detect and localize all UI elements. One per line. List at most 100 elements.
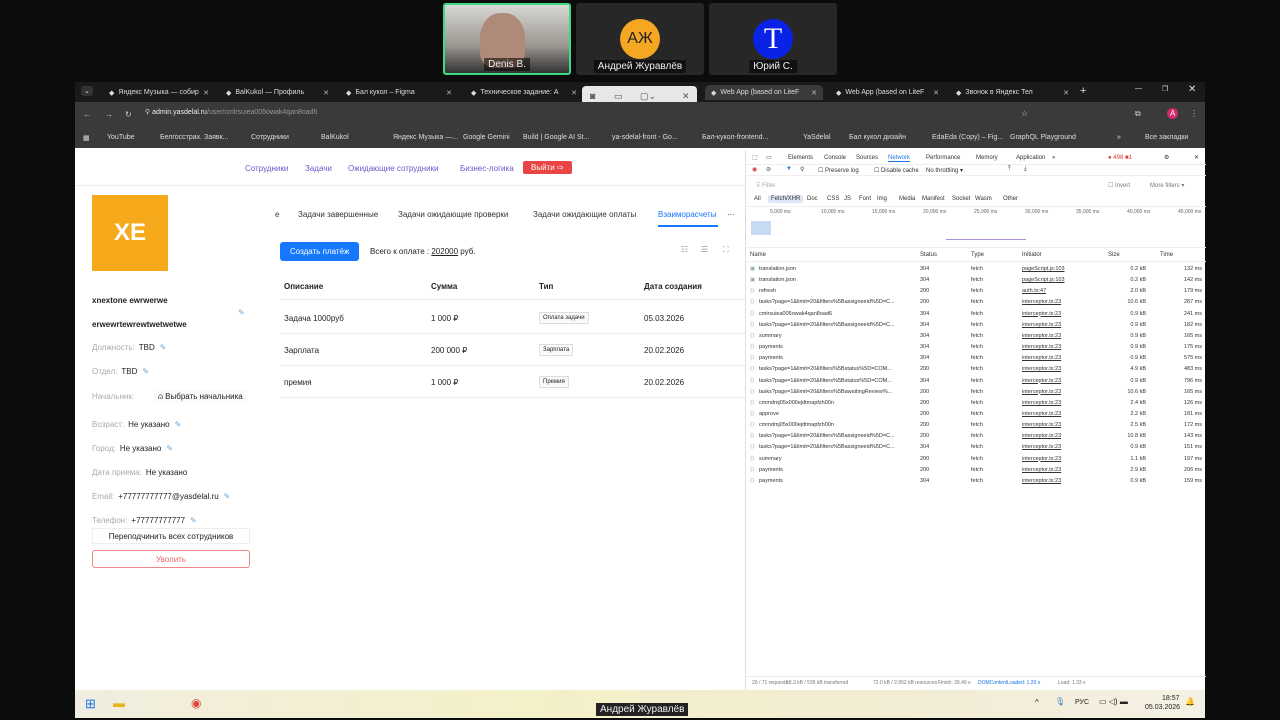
filter-input[interactable]: ⊽ Filter (756, 183, 776, 189)
bookmark-item[interactable]: Все закладки (1145, 134, 1189, 141)
camera-icon[interactable]: ◙ (590, 91, 596, 101)
network-request-row[interactable]: ▣ translation.json 304 fetch pageScript.js:1… (746, 264, 1206, 275)
close-tab-icon[interactable]: ✕ (323, 89, 329, 97)
edit-name-icon[interactable]: ✎ (238, 308, 245, 317)
participant-tile-andrey[interactable]: АЖ Андрей Журавлёв (576, 3, 704, 75)
network-request-row[interactable]: ⟨⟩ payments 304 fetch interceptor.ts:23 0.9 k… (746, 353, 1206, 364)
col-description[interactable]: Описание (284, 282, 324, 291)
bookmark-item[interactable]: Сотрудники (251, 134, 289, 141)
browser-tab[interactable]: ◆ Звонок в Яндекс Тел ✕ (950, 85, 1075, 100)
network-request-row[interactable]: ⟨⟩ refresh 200 fetch auth.ts:47 2.0 kB 179 ms (746, 286, 1206, 297)
devtools-tab[interactable]: Network (888, 155, 911, 162)
reassign-button[interactable]: Переподчинить всех сотрудников (92, 528, 250, 544)
request-initiator[interactable]: interceptor.ts:23 (1022, 399, 1062, 406)
apps-icon[interactable]: ▦ (83, 135, 90, 142)
search-icon[interactable]: ⚲ (800, 167, 805, 173)
import-icon[interactable]: ⤒ (1008, 166, 1011, 172)
filter-chip[interactable]: Doc (807, 196, 818, 202)
network-request-row[interactable]: ⟨⟩ tasks?page=1&limit=20&filters%5Bawaiti… (746, 387, 1206, 398)
network-request-row[interactable]: ⟨⟩ approve 200 fetch interceptor.ts:23 2.2 kB… (746, 409, 1206, 420)
browser-tab[interactable]: ◆ Яндекс Музыка — собир ✕ (103, 85, 215, 100)
language-indicator[interactable]: РУС (1075, 699, 1090, 706)
filter-chip[interactable]: Fetch/XHR (768, 195, 804, 203)
bookmark-item[interactable]: Build | Google AI St... (523, 134, 590, 141)
edit-icon[interactable]: ✎ (174, 420, 182, 429)
devtools-tab[interactable]: Memory (976, 155, 998, 161)
site-info-icon[interactable]: ⚲ (145, 109, 153, 116)
bookmark-item[interactable]: Бал-кукол-frontend... (702, 134, 769, 141)
preserve-log-checkbox[interactable]: ☐ Preserve log (818, 168, 859, 174)
extensions-icon[interactable]: ⧉ (1135, 109, 1141, 118)
request-initiator[interactable]: auth.ts:47 (1022, 288, 1047, 295)
notifications-icon[interactable]: 🔔 (1185, 697, 1195, 706)
table-row[interactable]: премия 1 000 ₽ Премия 20.02.2026 (280, 366, 745, 398)
devtools-tab[interactable]: » (1052, 155, 1056, 161)
explorer-icon[interactable]: ▬ (113, 696, 125, 710)
edit-icon[interactable]: ✎ (190, 516, 197, 525)
filter-chip[interactable]: Img (877, 196, 888, 202)
back-icon[interactable]: ← (83, 110, 91, 119)
inspect-icon[interactable]: ⬚ (752, 155, 758, 161)
request-initiator[interactable]: interceptor.ts:23 (1022, 366, 1062, 373)
filter-chip[interactable]: Other (1003, 196, 1019, 202)
request-initiator[interactable]: interceptor.ts:23 (1022, 455, 1062, 462)
request-initiator[interactable]: interceptor.ts:23 (1022, 477, 1062, 484)
col-type[interactable]: Type (971, 252, 985, 258)
devtools-tab[interactable]: Elements (788, 155, 814, 161)
bookmark-item[interactable]: Яндекс Музыка —... (393, 134, 459, 141)
col-type[interactable]: Тип (539, 282, 554, 291)
col-date[interactable]: Дата создания (644, 282, 702, 291)
request-initiator[interactable]: pageScript.js:103 (1022, 277, 1065, 284)
bookmark-item[interactable]: » (1117, 134, 1121, 141)
network-request-row[interactable]: ⟨⟩ cmirsuiea005owak4qan8oad6 304 fetch inter… (746, 309, 1206, 320)
network-request-row[interactable]: ⟨⟩ payments 304 fetch interceptor.ts:23 0.9 k… (746, 476, 1206, 487)
error-count[interactable]: ● 498 ■1 (1108, 155, 1132, 161)
network-request-row[interactable]: ▣ translation.json 304 fetch pageScript.js:1… (746, 275, 1206, 286)
participant-tile-yuri[interactable]: T Юрий С. (709, 3, 837, 75)
col-initiator[interactable]: Initiator (1022, 252, 1042, 258)
fullscreen-icon[interactable]: ⛶ (723, 245, 729, 254)
request-initiator[interactable]: interceptor.ts:23 (1022, 422, 1062, 429)
col-time[interactable]: Time (1160, 252, 1174, 258)
network-request-row[interactable]: ⟨⟩ payments 304 fetch interceptor.ts:23 0.9 k… (746, 342, 1206, 353)
nav-pending-employees[interactable]: Ожидающие сотрудники (348, 164, 439, 173)
browser-tab[interactable]: ◆ Web App (based on LiteF ✕ (830, 85, 945, 100)
bookmark-star-icon[interactable]: ☆ (1021, 109, 1029, 118)
chrome-icon[interactable]: ◉ (191, 696, 202, 710)
forward-icon[interactable]: → (105, 110, 113, 119)
content-tab[interactable]: Взаиморасчеты (658, 210, 717, 219)
browser-tab[interactable]: ◆ Бал кукол – Figma ✕ (340, 85, 458, 100)
throttling-select[interactable]: No throttling ▾ (926, 168, 964, 174)
devtools-tab[interactable]: Performance (926, 155, 961, 161)
bookmark-item[interactable]: Google Gemini (463, 134, 510, 141)
request-initiator[interactable]: pageScript.js:103 (1022, 266, 1065, 272)
request-initiator[interactable]: interceptor.ts:23 (1022, 332, 1062, 339)
url-input[interactable]: ⚲ admin.yasdelal.ru/user/cmlrsuiea005owa… (145, 109, 318, 116)
filter-chip[interactable]: Manifest (922, 196, 945, 202)
nav-employees[interactable]: Сотрудники (245, 164, 289, 173)
browser-tab[interactable]: ◆ Техническое задание: А ✕ (465, 85, 583, 100)
request-initiator[interactable]: interceptor.ts:23 (1022, 433, 1062, 440)
bookmark-item[interactable]: BalKukol (321, 134, 349, 141)
network-request-row[interactable]: ⟨⟩ cmmdmj05x000ejdtmapfzh00n 200 fetch inter… (746, 398, 1206, 409)
clock-time[interactable]: 18:57 (1162, 695, 1180, 702)
profile-avatar[interactable]: A (1167, 108, 1179, 119)
devtools-tab[interactable]: Sources (856, 155, 879, 161)
density-icon[interactable]: ☰ (701, 245, 709, 254)
participant-tile-denis[interactable]: Denis B. (443, 3, 571, 75)
bookmark-item[interactable]: Бал кукол дизайн (849, 134, 906, 141)
start-icon[interactable]: ⊞ (85, 696, 96, 711)
maximize-button[interactable]: ❐ (1162, 86, 1169, 93)
network-request-row[interactable]: ⟨⟩ summary 200 fetch interceptor.ts:23 1.1 kB… (746, 454, 1206, 465)
content-tab[interactable]: Задачи ожидающие проверки (398, 210, 509, 219)
export-icon[interactable]: ⤓ (1024, 166, 1027, 172)
request-initiator[interactable]: interceptor.ts:23 (1022, 388, 1062, 395)
request-initiator[interactable]: interceptor.ts:23 (1022, 355, 1062, 362)
bookmark-item[interactable]: GraphQL Playground (1010, 134, 1076, 141)
browser-tab[interactable]: ◆ Web App (based on LiteF ✕ (705, 85, 823, 100)
create-payment-button[interactable]: Создать платёж (280, 242, 360, 261)
devtools-tab[interactable]: Console (824, 155, 847, 161)
columns-icon[interactable]: ☷ (681, 245, 689, 254)
request-initiator[interactable]: interceptor.ts:23 (1022, 466, 1062, 473)
request-initiator[interactable]: interceptor.ts:23 (1022, 377, 1062, 384)
